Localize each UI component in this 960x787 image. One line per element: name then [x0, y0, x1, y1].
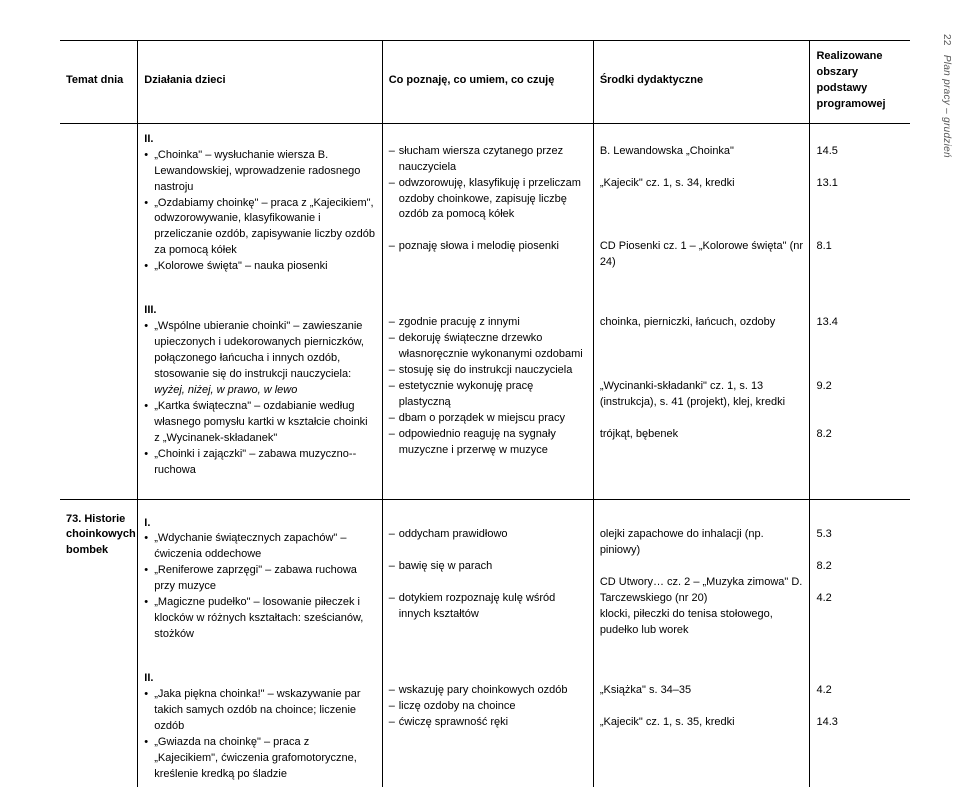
outcome-item: odpowiednio reaguję na sygnały muzyczne …: [389, 427, 587, 459]
activity-item: „Choinki i zajączki" – zabawa muzyczno-­…: [144, 447, 375, 479]
curriculum-ref: 14.3: [816, 715, 904, 731]
outcome-item: zgodnie pracuję z innymi: [389, 315, 587, 331]
side-tab: 22 Plan pracy – grudzień: [941, 34, 952, 158]
activity-item: „Jaka piękna choinka!" – wskazywanie par…: [144, 687, 375, 735]
activity-item: „Wdychanie świątecznych zapachów" – ćwic…: [144, 531, 375, 563]
header-real: Realizowane obszary podstawy programowej: [810, 41, 910, 124]
outcome-item: bawię się w parach: [389, 559, 587, 575]
curriculum-table: Temat dnia Działania dzieci Co poznaję, …: [60, 40, 910, 787]
table-row: III. „Wspólne ubieranie choinki" – zawie…: [60, 295, 910, 482]
outcome-item: odwzorowuję, klasyfikuję i przeliczam oz…: [389, 176, 587, 224]
curriculum-ref: 14.5: [816, 144, 904, 160]
curriculum-ref: 4.2: [816, 683, 904, 699]
activity-item: „Magiczne pudełko" – losowanie piłeczek …: [144, 595, 375, 643]
activity-item: „Ozdabiamy choinkę" – praca z „Kajecikie…: [144, 196, 375, 260]
resource-item: „Kajecik" cz. 1, s. 34, kredki: [600, 176, 804, 192]
resource-item: „Książka" s. 34–35: [600, 683, 804, 699]
side-label: Plan pracy – grudzień: [941, 55, 952, 158]
resource-item: trójkąt, bębenek: [600, 427, 804, 443]
resource-item: B. Lewandowska „Choinka": [600, 144, 804, 160]
activity-item: „Wspólne ubieranie choinki" – zawieszani…: [144, 319, 375, 399]
resource-item: CD Utwory… cz. 2 – „Muzyka zimowa" D. Ta…: [600, 575, 804, 607]
outcome-item: dbam o porządek w miejscu pracy: [389, 411, 587, 427]
curriculum-ref: 8.1: [816, 239, 904, 255]
header-real-l2: obszary podstawy: [816, 66, 867, 94]
activity-item: „Reniferowe zaprzęgi" – zabawa ruchowa p…: [144, 563, 375, 595]
curriculum-ref: 5.3: [816, 527, 904, 543]
topic-title: 73. Historie choinkowych bombek: [60, 508, 138, 648]
outcome-item: oddycham prawidłowo: [389, 527, 587, 543]
section-label: II.: [144, 128, 375, 148]
header-srodki: Środki dydaktyczne: [593, 41, 810, 124]
resource-item: klocki, piłeczki do tenisa stołowego, pu…: [600, 607, 804, 639]
outcome-item: liczę ozdoby na choince: [389, 699, 587, 715]
outcome-item: słucham wiersza czytanego przez nauczyci…: [389, 144, 587, 176]
activity-item: „Gwiazda na choinkę" – praca z „Kajeciki…: [144, 735, 375, 783]
outcome-item: estetycznie wykonuję pracę plastyczną: [389, 379, 587, 411]
table-row: 73. Historie choinkowych bombek I. „Wdyc…: [60, 508, 910, 648]
spacer: [60, 647, 910, 663]
table-row: II. „Choinka" – wysłuchanie wiersza B. L…: [60, 123, 910, 279]
activity-item: „Kolorowe święta" – nauka piosenki: [144, 259, 375, 275]
curriculum-ref: 13.4: [816, 315, 904, 331]
resource-item: CD Piosenki cz. 1 – „Kolorowe święta" (n…: [600, 239, 804, 271]
section-label: I.: [144, 512, 375, 532]
header-real-l1: Realizowane: [816, 50, 882, 62]
spacer: [60, 279, 910, 295]
activity-italic: wyżej, niżej, w prawo, w lewo: [154, 384, 297, 396]
curriculum-ref: 8.2: [816, 559, 904, 575]
outcome-item: poznaję słowa i melodię piosenki: [389, 239, 587, 255]
table-header-row: Temat dnia Działania dzieci Co poznaję, …: [60, 41, 910, 124]
outcome-item: dotykiem rozpoznaję kulę wśród innych ks…: [389, 591, 587, 623]
resource-item: olejki zapachowe do inhalacji (np. pinio…: [600, 527, 804, 559]
curriculum-ref: 4.2: [816, 591, 904, 607]
section-label: III.: [144, 299, 375, 319]
side-page-number: 22: [941, 34, 952, 46]
outcome-item: ćwiczę sprawność ręki: [389, 715, 587, 731]
curriculum-ref: 13.1: [816, 176, 904, 192]
resource-item: „Kajecik" cz. 1, s. 35, kredki: [600, 715, 804, 731]
header-dzialania: Działania dzieci: [138, 41, 382, 124]
outcome-item: stosuję się do instrukcji nauczyciela: [389, 363, 587, 379]
spacer: [60, 483, 910, 500]
resource-item: choinka, pierniczki, łańcuch, ozdoby: [600, 315, 804, 331]
page-container: 22 Plan pracy – grudzień Temat dnia Dzia…: [0, 0, 960, 702]
activity-item: „Kartka świąteczna" – ozdabianie według …: [144, 399, 375, 447]
section-label: II.: [144, 667, 375, 687]
curriculum-ref: 9.2: [816, 379, 904, 395]
header-temat: Temat dnia: [60, 41, 138, 124]
header-real-l3: programowej: [816, 98, 885, 110]
table-row: II. „Jaka piękna choinka!" – wskazywanie…: [60, 663, 910, 787]
resource-item: „Wycinanki-składanki" cz. 1, s. 13 (inst…: [600, 379, 804, 411]
row-divider: [60, 499, 910, 508]
activity-item: „Choinka" – wysłuchanie wiersza B. Lewan…: [144, 148, 375, 196]
outcome-item: dekoruję świąteczne drzewko własnoręczni…: [389, 331, 587, 363]
outcome-item: wskazuję pary choinkowych ozdób: [389, 683, 587, 699]
header-copoznaje: Co poznaję, co umiem, co czuję: [382, 41, 593, 124]
curriculum-ref: 8.2: [816, 427, 904, 443]
